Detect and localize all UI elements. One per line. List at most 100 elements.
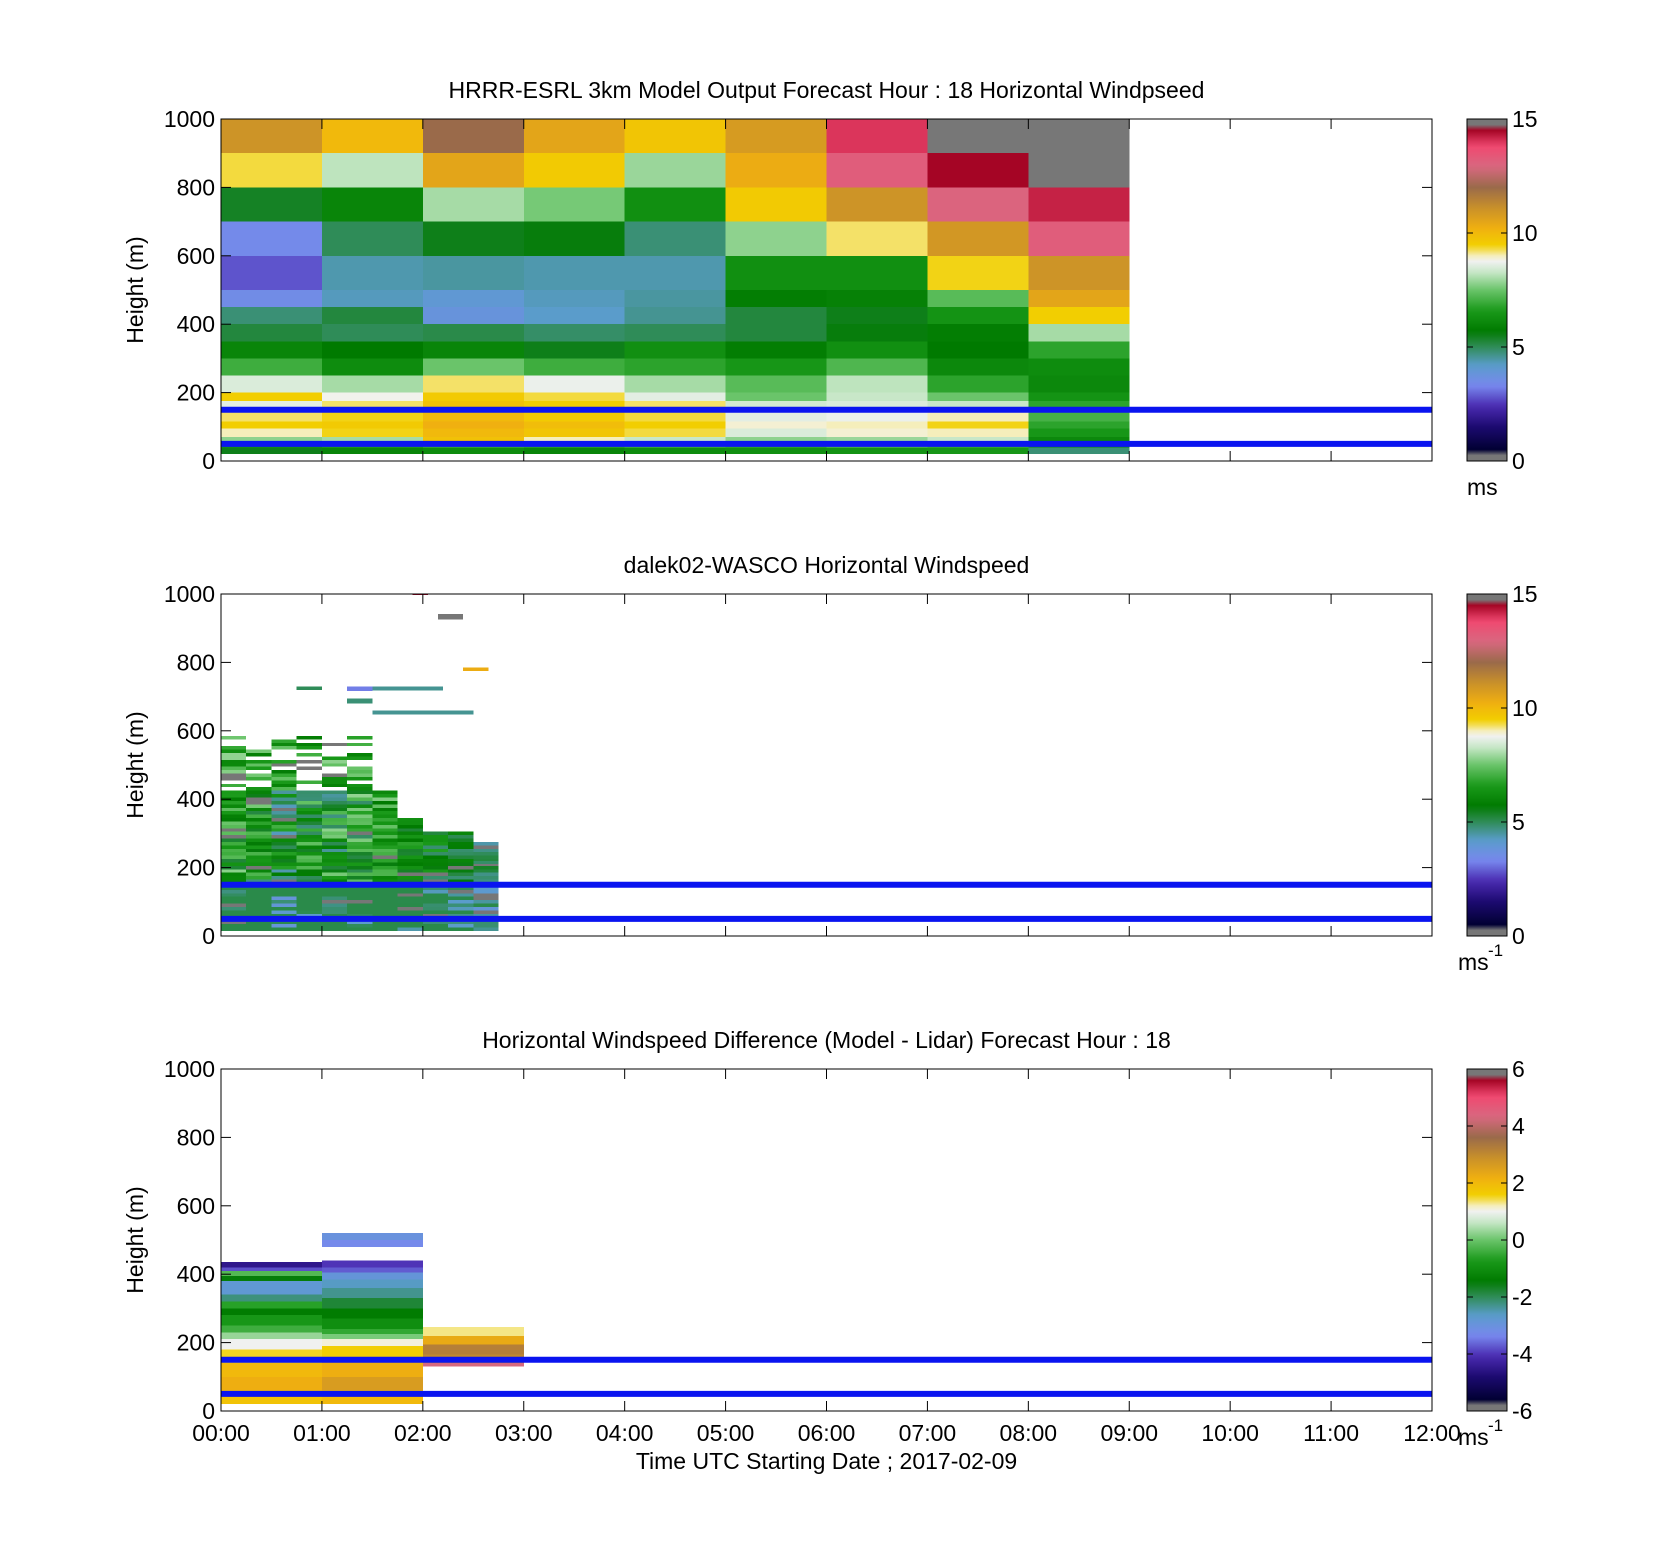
heatmap-cell — [246, 811, 272, 815]
heatmap-cell — [271, 742, 297, 747]
x-tick-label: 12:00 — [1403, 1420, 1461, 1446]
heatmap-cell — [372, 859, 398, 863]
heatmap-cell — [372, 876, 398, 880]
heatmap-cell — [271, 872, 297, 877]
heatmap-cell — [321, 780, 348, 784]
heatmap-cell — [448, 838, 474, 842]
heatmap-cell — [347, 831, 373, 836]
heatmap-cell — [347, 862, 373, 866]
heatmap-cell — [422, 119, 524, 154]
heatmap-cell — [321, 831, 348, 836]
heatmap-cell — [221, 221, 322, 256]
heatmap-cell — [221, 770, 247, 774]
heatmap-cell — [246, 920, 272, 925]
heatmap-cell — [246, 814, 272, 819]
heatmap-cell — [321, 153, 423, 188]
heatmap-cell — [321, 814, 348, 819]
heatmap-cell — [1028, 153, 1130, 188]
heatmap-cell — [372, 855, 398, 860]
heatmap-cell — [271, 886, 297, 890]
heatmap-cell — [473, 903, 499, 907]
heatmap-cell — [347, 766, 373, 771]
heatmap-cell — [347, 770, 373, 774]
heatmap-cell — [221, 865, 247, 870]
heatmap-cell — [246, 893, 272, 897]
heatmap-cell — [221, 756, 247, 760]
colorbar-tick-label: 4 — [1512, 1113, 1525, 1139]
heatmap-cell — [927, 447, 1029, 455]
heatmap-cell — [448, 831, 474, 836]
heatmap-cell — [271, 859, 297, 863]
heatmap-cell — [725, 392, 827, 402]
heatmap-cell — [397, 855, 423, 860]
heatmap-cell — [271, 879, 297, 883]
heatmap-cell — [1028, 409, 1130, 422]
heatmap-cell — [221, 876, 247, 880]
heatmap-cell — [624, 221, 726, 256]
heatmap-cell — [221, 437, 322, 443]
heatmap-cell — [321, 1260, 423, 1268]
heatmap-cell — [321, 862, 348, 866]
heatmap-cell — [473, 841, 499, 846]
heatmap-cell — [448, 879, 474, 883]
heatmap-cell — [296, 924, 322, 928]
heatmap-cell — [221, 913, 247, 918]
heatmap-cell — [271, 739, 297, 743]
heatmap-cell — [473, 893, 499, 897]
heatmap-cell — [246, 862, 272, 866]
heatmap-cell — [347, 735, 373, 740]
heatmap-cell — [1028, 341, 1130, 359]
heatmap-cell — [473, 869, 499, 873]
colorbar-unit-exponent: -1 — [1488, 941, 1503, 960]
heatmap-cell — [296, 920, 322, 925]
heatmap-cell — [725, 401, 827, 410]
heatmap-cell — [372, 865, 398, 870]
heatmap-cell — [321, 828, 348, 832]
heatmap-cell — [372, 896, 398, 901]
heatmap-cell — [448, 862, 474, 866]
heatmap-cell — [448, 845, 474, 849]
heatmap-cell — [246, 879, 272, 883]
heatmap-cell — [221, 838, 247, 842]
heatmap-cell — [246, 848, 272, 853]
heatmap-cell — [246, 818, 272, 822]
heatmap-cell — [246, 776, 272, 781]
heatmap-cell — [927, 341, 1029, 359]
heatmap-cell — [422, 838, 449, 842]
heatmap-cell — [221, 428, 322, 438]
heatmap-cell — [221, 753, 247, 757]
heatmap-cell — [347, 807, 373, 812]
heatmap-cell — [296, 845, 322, 849]
heatmap-cell — [321, 893, 348, 897]
heatmap-cell — [523, 324, 625, 342]
heatmap-cell — [221, 845, 247, 849]
heatmap-cell — [448, 848, 474, 853]
heatmap-cell — [221, 1301, 322, 1309]
heatmap-cell — [523, 358, 625, 376]
heatmap-cell — [296, 746, 322, 750]
heatmap-cell — [296, 906, 322, 911]
heatmap-cell — [927, 255, 1029, 290]
heatmap-cell — [296, 900, 322, 904]
heatmap-cell — [372, 872, 398, 877]
heatmap-cell — [372, 848, 398, 853]
heatmap-cell — [448, 876, 474, 880]
heatmap-cell — [246, 763, 272, 767]
heatmap-cell — [347, 855, 373, 860]
heatmap-cell — [927, 409, 1029, 422]
heatmap-cell — [221, 409, 322, 422]
heatmap-cell — [347, 900, 373, 904]
heatmap-cell — [271, 855, 297, 860]
heatmap-cell — [347, 903, 373, 907]
y-tick-label: 800 — [177, 174, 215, 200]
heatmap-cell — [221, 900, 247, 904]
heatmap-cell — [347, 753, 373, 757]
heatmap-cell — [372, 852, 398, 856]
heatmap-cell — [221, 835, 247, 839]
heatmap-cell — [422, 924, 449, 928]
heatmap-cell — [397, 879, 423, 883]
heatmap-cell — [271, 800, 297, 805]
heatmap-cell — [321, 1240, 423, 1247]
heatmap-cell — [221, 790, 247, 795]
colorbar — [1466, 593, 1508, 937]
